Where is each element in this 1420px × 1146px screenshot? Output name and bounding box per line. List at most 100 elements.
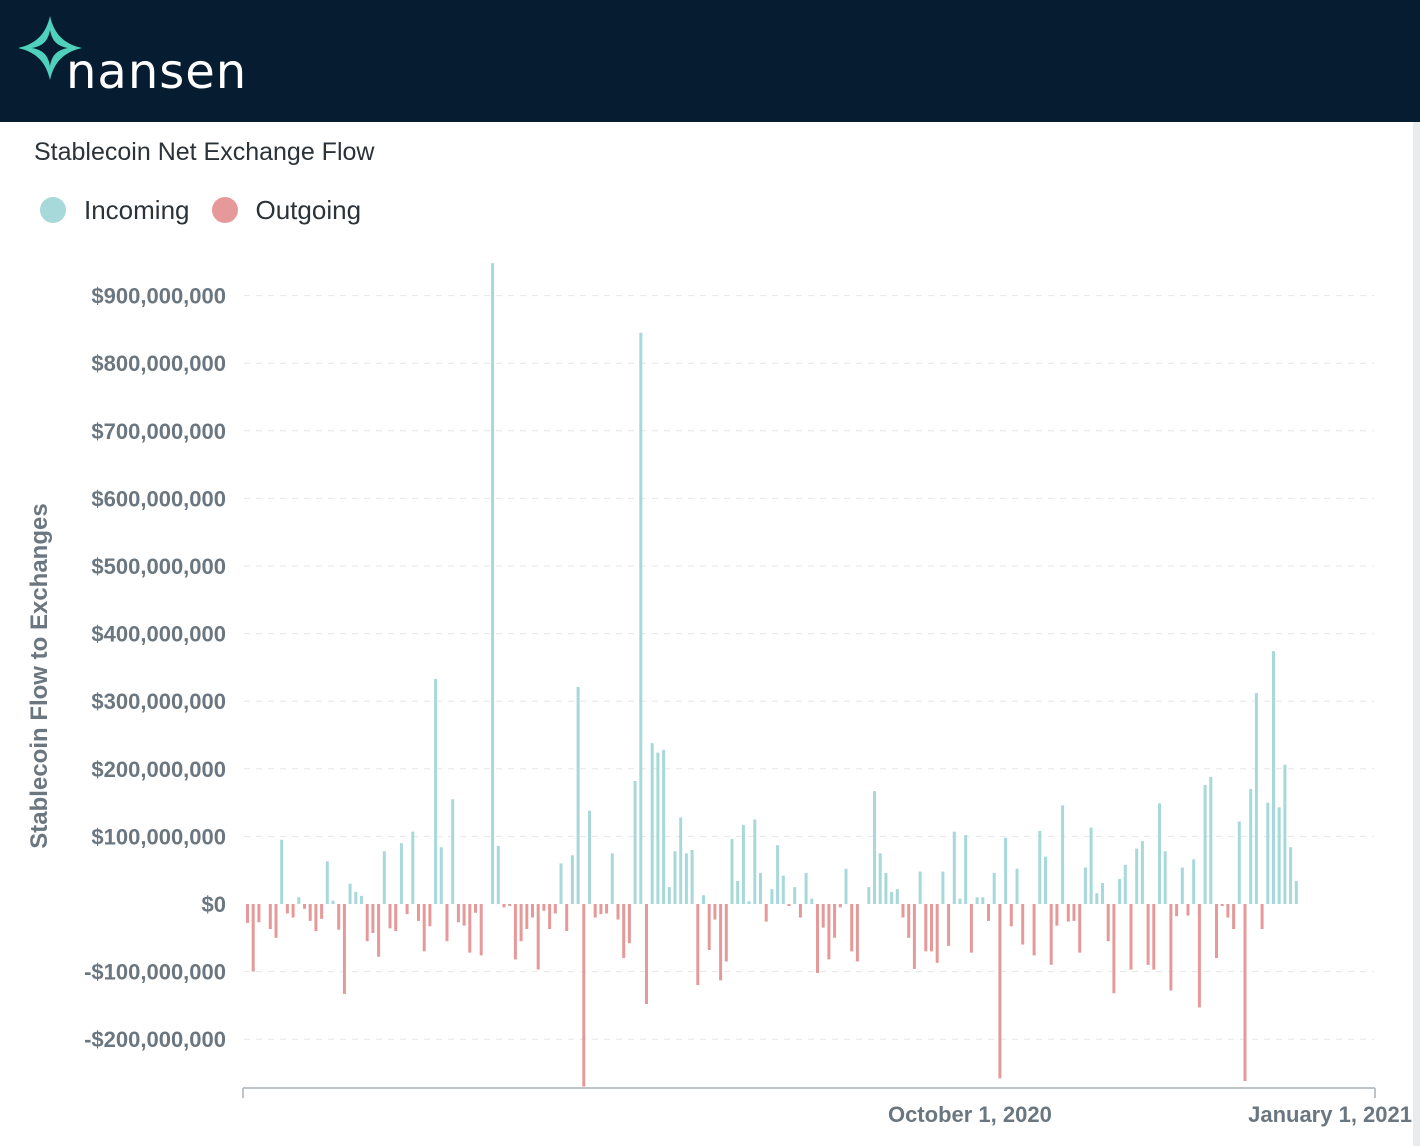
bar-incoming[interactable] [650, 743, 654, 904]
bar-outgoing[interactable] [969, 904, 973, 953]
bar-incoming[interactable] [1015, 868, 1019, 904]
bar-outgoing[interactable] [388, 904, 392, 929]
bar-outgoing[interactable] [308, 904, 312, 921]
bar-outgoing[interactable] [827, 904, 831, 960]
bar-outgoing[interactable] [838, 904, 842, 908]
bar-outgoing[interactable] [468, 904, 472, 953]
bar-outgoing[interactable] [1243, 904, 1247, 1082]
bar-outgoing[interactable] [1106, 904, 1110, 942]
bar-outgoing[interactable] [724, 904, 728, 962]
bar-incoming[interactable] [878, 853, 882, 904]
bar-incoming[interactable] [570, 855, 574, 904]
bar-incoming[interactable] [1140, 841, 1144, 904]
bar-outgoing[interactable] [365, 904, 369, 942]
bar-outgoing[interactable] [719, 904, 723, 981]
bar-outgoing[interactable] [1186, 904, 1190, 916]
bar-incoming[interactable] [1192, 859, 1196, 904]
bar-incoming[interactable] [1209, 776, 1213, 904]
bar-outgoing[interactable] [1049, 904, 1053, 965]
bar-outgoing[interactable] [508, 904, 512, 907]
bar-incoming[interactable] [1237, 821, 1241, 904]
bar-incoming[interactable] [941, 871, 945, 904]
bar-outgoing[interactable] [1066, 904, 1070, 922]
bar-incoming[interactable] [1180, 867, 1184, 905]
bar-outgoing[interactable] [855, 904, 859, 962]
bar-outgoing[interactable] [246, 904, 249, 923]
bar-incoming[interactable] [439, 847, 443, 904]
bar-outgoing[interactable] [565, 904, 569, 932]
bar-incoming[interactable] [1254, 693, 1258, 904]
bar-outgoing[interactable] [456, 904, 460, 923]
bar-incoming[interactable] [867, 887, 871, 904]
legend-item-outgoing[interactable]: Outgoing [211, 195, 361, 226]
bar-outgoing[interactable] [519, 904, 523, 942]
bar-outgoing[interactable] [599, 904, 603, 915]
bar-incoming[interactable] [890, 891, 894, 904]
bar-outgoing[interactable] [1078, 904, 1082, 953]
bar-incoming[interactable] [679, 817, 683, 904]
bar-outgoing[interactable] [787, 904, 791, 907]
bar-incoming[interactable] [588, 810, 591, 904]
bar-incoming[interactable] [810, 898, 814, 904]
bar-incoming[interactable] [348, 883, 352, 904]
bar-outgoing[interactable] [1021, 904, 1025, 945]
bar-incoming[interactable] [354, 891, 358, 904]
bar-outgoing[interactable] [1232, 904, 1236, 930]
bar-incoming[interactable] [981, 897, 985, 904]
bar-outgoing[interactable] [696, 904, 700, 986]
bar-outgoing[interactable] [798, 904, 802, 918]
bar-incoming[interactable] [952, 831, 956, 904]
bar-outgoing[interactable] [548, 904, 552, 930]
bar-incoming[interactable] [1061, 805, 1065, 904]
bar-outgoing[interactable] [1152, 904, 1156, 970]
bar-incoming[interactable] [673, 851, 677, 904]
bar-incoming[interactable] [741, 824, 745, 904]
bar-incoming[interactable] [1044, 856, 1047, 904]
bar-incoming[interactable] [297, 897, 301, 904]
bar-incoming[interactable] [702, 895, 705, 904]
bar-outgoing[interactable] [291, 904, 295, 918]
bar-outgoing[interactable] [593, 904, 597, 918]
bar-incoming[interactable] [1038, 830, 1042, 904]
bar-incoming[interactable] [610, 853, 614, 904]
bar-incoming[interactable] [662, 749, 666, 904]
bar-outgoing[interactable] [422, 904, 426, 952]
bar-incoming[interactable] [325, 861, 329, 904]
bar-incoming[interactable] [382, 851, 386, 904]
bar-outgoing[interactable] [285, 904, 289, 914]
bar-outgoing[interactable] [1169, 904, 1173, 991]
bar-outgoing[interactable] [645, 904, 648, 1005]
bar-outgoing[interactable] [1175, 904, 1179, 917]
bar-outgoing[interactable] [924, 904, 928, 952]
bar-outgoing[interactable] [525, 904, 529, 930]
bar-incoming[interactable] [1277, 807, 1281, 904]
bar-incoming[interactable] [992, 872, 996, 904]
bar-outgoing[interactable] [605, 904, 609, 914]
bar-outgoing[interactable] [479, 904, 483, 956]
bar-incoming[interactable] [884, 872, 888, 904]
bar-incoming[interactable] [1266, 802, 1270, 904]
bar-incoming[interactable] [895, 889, 899, 904]
bar-outgoing[interactable] [1260, 904, 1264, 930]
bar-incoming[interactable] [918, 871, 922, 904]
bar-incoming[interactable] [491, 263, 495, 904]
bar-incoming[interactable] [1283, 764, 1287, 904]
bar-incoming[interactable] [776, 845, 780, 904]
bar-outgoing[interactable] [821, 904, 825, 928]
bar-incoming[interactable] [633, 780, 637, 904]
bar-outgoing[interactable] [502, 904, 506, 908]
bar-outgoing[interactable] [337, 904, 341, 930]
bar-incoming[interactable] [1118, 878, 1122, 904]
bar-incoming[interactable] [331, 900, 335, 904]
bar-outgoing[interactable] [833, 904, 837, 938]
bar-incoming[interactable] [1289, 847, 1293, 904]
bar-incoming[interactable] [1083, 867, 1087, 905]
bar-incoming[interactable] [360, 895, 363, 904]
bar-outgoing[interactable] [513, 904, 517, 960]
bar-incoming[interactable] [639, 332, 643, 904]
bar-outgoing[interactable] [542, 904, 546, 911]
bar-outgoing[interactable] [320, 904, 324, 919]
bar-incoming[interactable] [781, 875, 785, 904]
bar-incoming[interactable] [975, 897, 979, 904]
bar-incoming[interactable] [804, 872, 808, 904]
